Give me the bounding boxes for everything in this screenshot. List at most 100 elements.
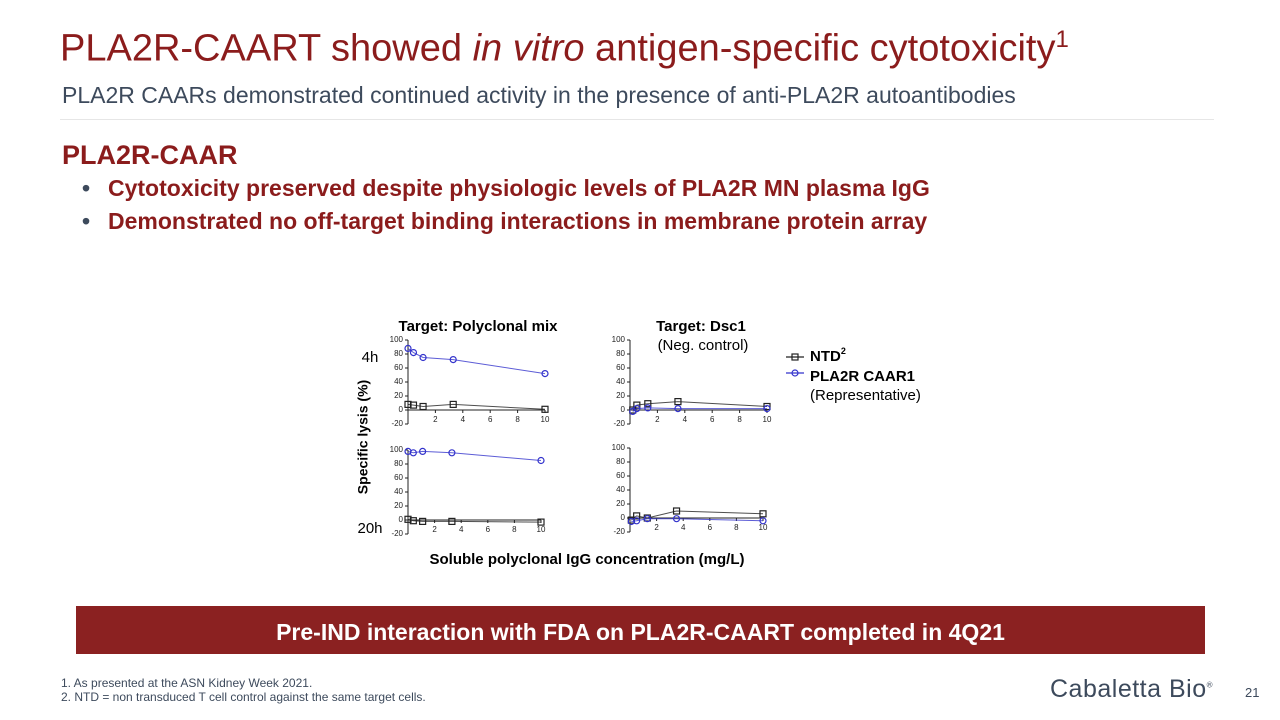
- footnote: 2. NTD = non transduced T cell control a…: [61, 690, 426, 704]
- col-title: Target: Polyclonal mix: [399, 318, 559, 335]
- x-tick-label: 4: [461, 415, 466, 424]
- y-tick-label: 0: [399, 405, 404, 414]
- title-sup: 1: [1055, 26, 1069, 53]
- title-text: PLA2R-CAART showed: [60, 27, 473, 70]
- y-tick-label: 40: [394, 377, 403, 386]
- bullet-list: Cytotoxicity preserved despite physiolog…: [108, 175, 930, 241]
- x-tick-label: 8: [734, 523, 739, 532]
- y-tick-label: 40: [616, 377, 625, 386]
- legend-markers: [786, 353, 804, 377]
- footnote: 1. As presented at the ASN Kidney Week 2…: [61, 676, 313, 690]
- marker: [419, 353, 427, 362]
- marker: [633, 405, 641, 413]
- x-tick-label: 10: [763, 415, 772, 424]
- y-tick-label: 60: [394, 473, 403, 482]
- marker: [674, 405, 682, 413]
- figure: Target: Polyclonal mix Target: Dsc1 (Neg…: [355, 318, 921, 568]
- y-tick-label: 20: [394, 501, 403, 510]
- x-tick-label: 10: [537, 525, 546, 534]
- y-tick-label: -20: [391, 529, 403, 538]
- y-tick-label: 60: [616, 471, 625, 480]
- marker: [409, 449, 417, 457]
- x-tick-label: 2: [654, 523, 659, 532]
- chart: -20 0 20 40 60 80 100 2 4 6 8 10: [390, 335, 550, 428]
- x-tick-label: 10: [759, 523, 768, 532]
- marker: [644, 404, 652, 412]
- x-tick-label: 2: [655, 415, 660, 424]
- y-tick-label: 0: [399, 515, 404, 524]
- marker: [644, 400, 652, 408]
- bullet: Cytotoxicity preserved despite physiolog…: [108, 175, 930, 202]
- y-tick-label: 80: [394, 459, 403, 468]
- y-tick-label: 80: [616, 349, 625, 358]
- marker: [759, 517, 767, 525]
- marker: [541, 405, 549, 413]
- title-text: antigen-specific cytotoxicity: [584, 27, 1056, 70]
- series-line: [631, 518, 764, 522]
- chart: -20 0 20 40 60 80 100 2 4 6 8 10: [612, 443, 768, 536]
- y-tick-label: 100: [612, 335, 626, 344]
- x-tick-label: 6: [486, 525, 491, 534]
- x-tick-label: 4: [681, 523, 686, 532]
- y-tick-label: 0: [621, 405, 626, 414]
- series-line: [407, 348, 546, 375]
- marker: [643, 515, 651, 523]
- marker: [633, 517, 641, 525]
- y-tick-label: 60: [394, 363, 403, 372]
- title: PLA2R-CAART showed in vitro antigen-spec…: [60, 26, 1069, 71]
- heading: PLA2R-CAAR: [62, 140, 238, 170]
- logo-mark: ®: [1206, 680, 1214, 690]
- marker: [791, 369, 799, 377]
- y-tick-label: 80: [394, 349, 403, 358]
- marker: [672, 515, 681, 523]
- series-line: [407, 403, 546, 410]
- marker: [419, 402, 427, 411]
- x-tick-label: 2: [432, 525, 437, 534]
- y-tick-label: 40: [616, 485, 625, 494]
- logo-text: Cabaletta Bio: [1050, 675, 1207, 703]
- marker: [409, 401, 418, 409]
- x-tick-label: 8: [515, 415, 520, 424]
- legend-text: NTD: [810, 348, 841, 365]
- marker: [672, 507, 681, 515]
- marker: [404, 515, 412, 523]
- x-tick-label: 4: [683, 415, 688, 424]
- x-tick-label: 4: [459, 525, 464, 534]
- y-tick-label: 20: [394, 391, 403, 400]
- legend-label: NTD2: [810, 346, 846, 365]
- x-tick-label: 6: [708, 523, 713, 532]
- marker: [791, 353, 799, 361]
- y-tick-label: 100: [390, 445, 404, 454]
- y-tick-label: 60: [616, 363, 625, 372]
- marker: [537, 518, 545, 526]
- legend-sup: 2: [841, 346, 846, 356]
- marker: [419, 517, 427, 526]
- marker: [537, 456, 545, 465]
- y-tick-label: 20: [616, 499, 625, 508]
- x-tick-label: 6: [488, 415, 493, 424]
- subtitle: PLA2R CAARs demonstrated continued activ…: [62, 82, 1016, 108]
- chart: -20 0 20 40 60 80 100 2 4 6 8 10: [390, 445, 546, 538]
- y-tick-label: 80: [616, 457, 625, 466]
- marker: [409, 349, 418, 357]
- col-note: (Neg. control): [658, 337, 749, 354]
- y-tick-label: 20: [616, 391, 625, 400]
- col-title: Target: Dsc1: [656, 318, 746, 335]
- y-tick-label: 100: [612, 443, 626, 452]
- row-label: 4h: [362, 349, 379, 366]
- marker: [409, 517, 417, 525]
- marker: [627, 517, 635, 526]
- marker: [449, 400, 457, 408]
- x-axis-label: Soluble polyclonal IgG concentration (mg…: [429, 551, 744, 568]
- title-italic: in vitro: [472, 27, 585, 70]
- series-line: [407, 450, 542, 461]
- y-axis-label: Specific lysis (%): [355, 380, 371, 494]
- legend-note: (Representative): [810, 387, 921, 404]
- marker: [419, 447, 427, 455]
- y-tick-label: -20: [613, 419, 625, 428]
- x-tick-label: 6: [710, 415, 715, 424]
- marker: [763, 402, 771, 411]
- page-number: 21: [1245, 685, 1260, 700]
- y-tick-label: 100: [390, 335, 404, 344]
